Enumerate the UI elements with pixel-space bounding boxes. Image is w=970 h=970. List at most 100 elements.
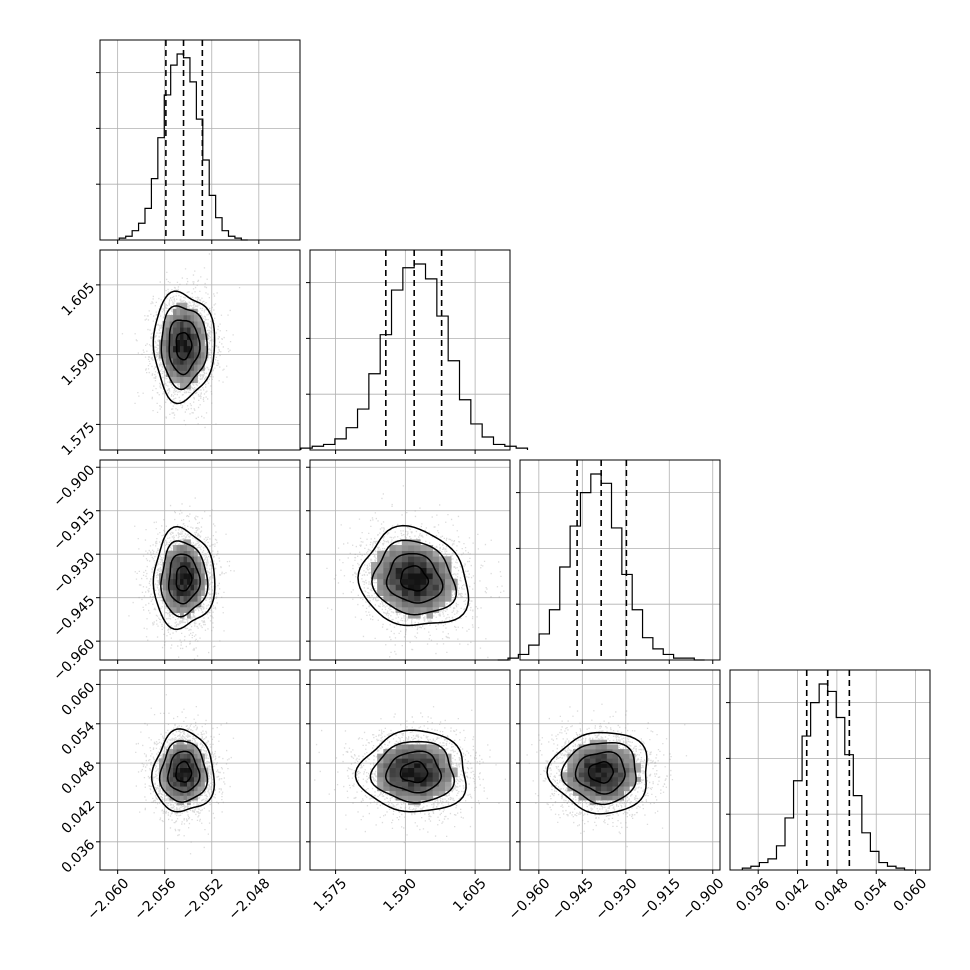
density-cell [176,744,181,750]
density-cell [618,786,624,792]
density-cell [601,772,608,778]
density-cell [176,606,181,613]
density-cell [401,590,409,597]
panel-content [128,497,235,660]
density-cell [187,382,191,390]
density-cell [420,584,427,591]
density-cell [618,767,624,773]
density-cell [201,327,205,334]
density-cell [438,758,446,764]
density-cell [194,556,198,563]
density-cell [584,772,591,778]
panel-content [526,703,688,848]
density-cell [389,550,396,557]
density-cell [408,612,415,619]
density-cell [183,567,188,574]
density-cell [201,781,205,787]
density-cell [194,595,198,602]
density-cell [183,763,188,768]
density-cell [159,758,163,764]
density-cell [567,763,574,768]
density-cell [173,606,177,613]
density-cell [395,573,403,580]
density-cell [173,339,177,347]
density-cell [197,327,202,334]
density-cell [414,584,421,591]
density-cell [445,767,452,773]
x-tick-label: −0.915 [636,875,684,923]
density-cell [578,749,585,755]
density-cell [176,800,181,806]
density-cell [389,767,396,773]
density-cell [623,776,630,782]
histogram-panel-4 [726,669,931,874]
density-cell [377,573,384,580]
density-cell [183,790,188,796]
contour-level-1 [175,565,193,592]
density-cell [389,749,396,755]
density-cell [408,556,415,563]
density-cell [401,545,409,551]
y-tick-label: 0.042 [59,797,99,837]
density-cell [173,595,177,602]
density-cell [187,578,191,585]
density-cell [166,358,170,365]
density-cell [162,567,167,574]
density-cell [414,795,421,801]
density-cell [432,573,440,580]
density-cell [180,351,184,359]
density-cell [432,590,440,597]
density-cell [194,333,198,340]
density-cell [162,776,167,782]
density-cell [438,595,446,602]
density-cell [176,308,181,316]
density-cell [432,550,440,557]
density-cell [426,758,433,764]
density-cell [445,772,452,778]
density-cell [169,333,174,340]
density-cell [173,573,177,580]
density-cell [395,758,403,764]
density-cell [377,578,384,585]
density-cell [567,781,574,787]
density-cell [183,595,188,602]
density-cell [395,763,403,768]
contour-level-3 [160,540,209,618]
density-cell [601,739,608,745]
density-cell [190,776,195,782]
density-cell [183,358,188,365]
density-cell [438,767,446,773]
density-cell [567,786,574,792]
density-cell [190,590,195,597]
density-cell [629,776,636,782]
density-cell [194,776,198,782]
density-cell [169,339,174,347]
density-cell [173,578,177,585]
density-cell [389,772,396,778]
density-cell [438,772,446,778]
density-cell [162,772,167,778]
density-cell [377,776,384,782]
density-cell [395,578,403,585]
density-cell [567,772,574,778]
density-cell [180,776,184,782]
density-cell [618,753,624,759]
density-cell [606,758,613,764]
y-tick-label: −0.915 [50,506,98,554]
density-cell [432,584,440,591]
x-tick-label: −0.930 [593,875,641,923]
density-cell [438,786,446,792]
density-cell [623,781,630,787]
density-cell [169,781,174,787]
density-cell [173,776,177,782]
density-cell [426,753,433,759]
density-cell [197,578,202,585]
density-cell [432,767,440,773]
density-cell [426,606,433,613]
density-cell [169,364,174,371]
density-cell [166,767,170,773]
density-cell [601,763,608,768]
panel-content [135,694,235,855]
density-cell [190,327,195,334]
density-cell [383,786,390,792]
